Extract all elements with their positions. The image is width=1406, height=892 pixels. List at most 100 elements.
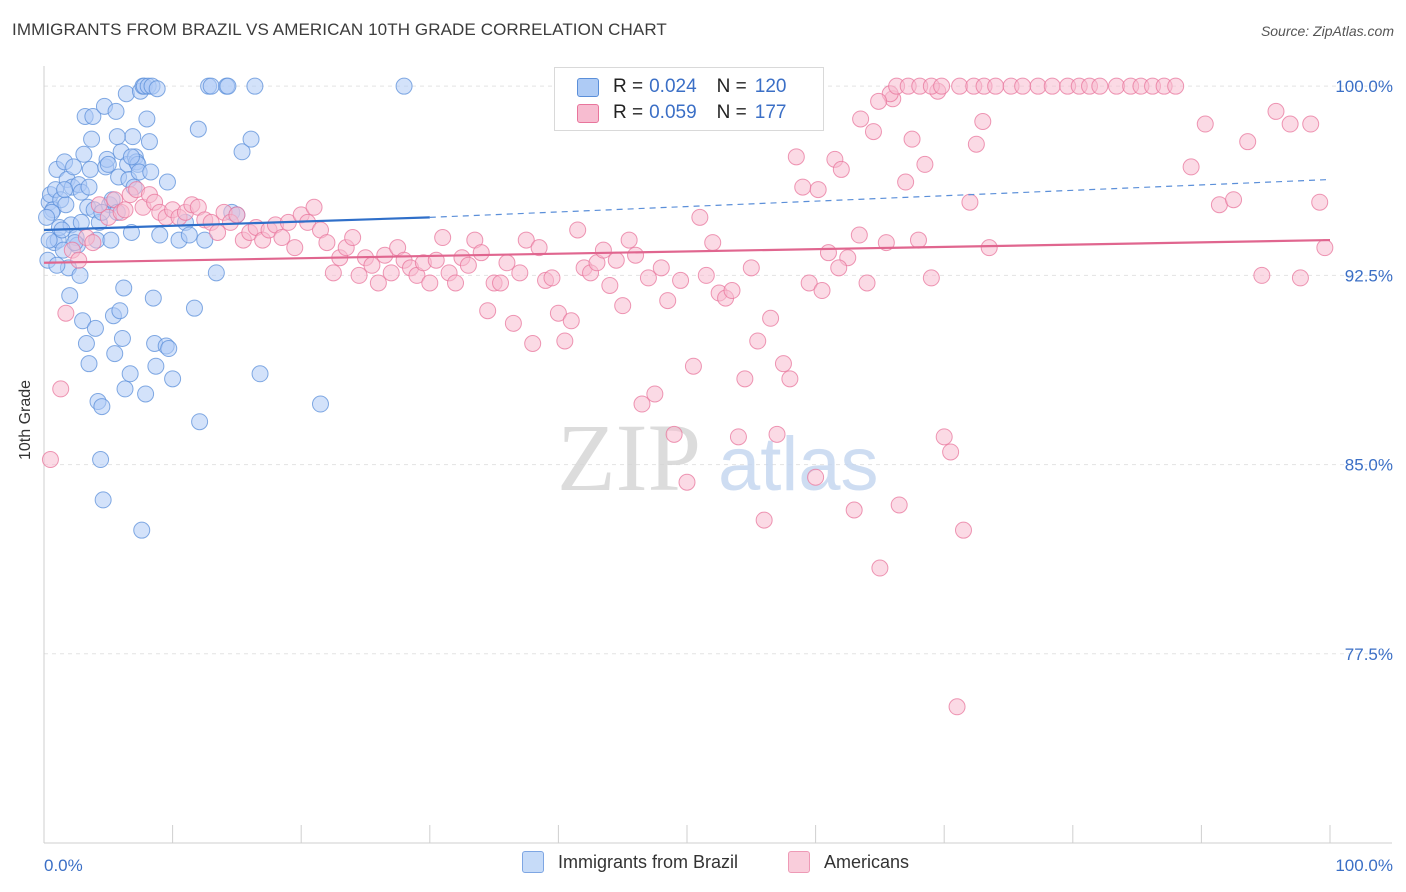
- legend-r-label: R =: [613, 76, 644, 97]
- americans-point: [614, 297, 632, 315]
- americans-point: [639, 269, 657, 287]
- brazil-point: [251, 365, 269, 383]
- brazil-point: [122, 148, 140, 166]
- americans-point: [659, 292, 677, 310]
- americans-point: [472, 244, 490, 262]
- brazil-point: [202, 77, 220, 95]
- americans-point: [376, 246, 394, 264]
- americans-point: [819, 244, 837, 262]
- americans-point: [116, 201, 134, 219]
- legend-r-value: 0.024: [649, 76, 697, 97]
- americans-point: [665, 425, 683, 443]
- legend-swatch-americans: [577, 103, 599, 123]
- americans-point: [209, 224, 227, 241]
- americans-point: [1167, 77, 1185, 95]
- americans-point: [607, 251, 625, 269]
- americans-point: [787, 148, 805, 166]
- data-points: [38, 77, 1334, 716]
- legend-n-value: 177: [754, 102, 787, 123]
- legend-swatch-brazil: [577, 77, 599, 97]
- brazil-point: [83, 130, 101, 148]
- brazil-point: [124, 128, 142, 146]
- brazil-point: [111, 302, 129, 320]
- americans-point: [691, 208, 709, 226]
- americans-point: [447, 274, 465, 292]
- americans-point: [318, 234, 336, 252]
- americans-point: [951, 77, 969, 95]
- brazil-point: [122, 224, 140, 241]
- y-axis-label: 10th Grade: [17, 379, 34, 460]
- americans-point: [1210, 196, 1228, 214]
- americans-point: [852, 110, 870, 128]
- trend-lines: [43, 178, 1331, 264]
- brazil-trend-extension: [429, 178, 1331, 218]
- americans-point: [922, 269, 940, 287]
- brazil-point: [246, 77, 264, 95]
- americans-point: [1182, 158, 1200, 176]
- americans-point: [52, 380, 70, 398]
- americans-point: [41, 451, 59, 469]
- y-tick-label: 92.5%: [1345, 266, 1393, 285]
- tick-labels: 77.5% 85.0% 92.5% 100.0% 0.0% 100.0%: [44, 77, 1393, 875]
- legend-r-label: R =: [613, 102, 644, 123]
- americans-point: [543, 269, 561, 287]
- americans-point: [633, 395, 651, 413]
- americans-point: [434, 229, 452, 247]
- americans-point: [809, 181, 827, 199]
- legend-item-brazil[interactable]: Immigrants from Brazil: [522, 851, 738, 873]
- americans-point: [459, 256, 477, 274]
- brazil-point: [38, 208, 56, 226]
- brazil-point: [40, 231, 58, 249]
- brazil-point: [106, 345, 124, 363]
- legend-label-americans: Americans: [824, 851, 910, 872]
- americans-point: [967, 135, 985, 153]
- americans-point: [794, 178, 812, 196]
- americans-point: [684, 357, 702, 375]
- watermark-zip: ZIP: [557, 404, 701, 511]
- brazil-point: [75, 145, 93, 163]
- brazil-point: [142, 163, 160, 181]
- brazil-point: [72, 213, 90, 231]
- legend-n-label: N =: [716, 102, 747, 123]
- brazil-point: [138, 110, 156, 128]
- brazil-point: [80, 355, 98, 373]
- americans-point: [832, 160, 850, 178]
- americans-point: [1043, 77, 1061, 95]
- brazil-point: [94, 491, 112, 509]
- brazil-point: [56, 181, 74, 199]
- americans-point: [479, 302, 497, 320]
- legend-item-americans[interactable]: Americans: [788, 851, 909, 873]
- americans-point: [1029, 77, 1047, 95]
- americans-point: [1253, 266, 1271, 284]
- brazil-point: [395, 77, 413, 95]
- brazil-point: [117, 85, 135, 103]
- brazil-point: [113, 329, 131, 347]
- americans-point: [369, 274, 387, 292]
- brazil-point: [219, 77, 237, 95]
- americans-point: [530, 239, 548, 257]
- americans-point: [382, 264, 400, 282]
- americans-point: [850, 226, 868, 244]
- americans-point: [517, 231, 535, 249]
- brazil-point: [81, 160, 99, 178]
- americans-point: [723, 282, 741, 300]
- americans-point: [1091, 77, 1109, 95]
- americans-point: [1225, 191, 1243, 209]
- americans-point: [890, 496, 908, 514]
- brazil-point: [65, 158, 83, 176]
- watermark: ZIP atlas: [557, 404, 879, 511]
- americans-point: [350, 266, 368, 284]
- americans-point: [1239, 133, 1257, 151]
- brazil-point: [92, 451, 110, 469]
- brazil-point: [137, 385, 155, 403]
- brazil-point: [48, 256, 66, 274]
- brazil-point: [185, 299, 203, 317]
- americans-point: [942, 443, 960, 461]
- americans-point: [697, 266, 715, 284]
- brazil-point: [148, 80, 166, 98]
- americans-point: [678, 473, 696, 491]
- y-tick-label: 77.5%: [1345, 645, 1393, 664]
- americans-point: [1291, 269, 1309, 287]
- americans-point: [498, 254, 516, 272]
- x-tick-label: 0.0%: [44, 856, 83, 875]
